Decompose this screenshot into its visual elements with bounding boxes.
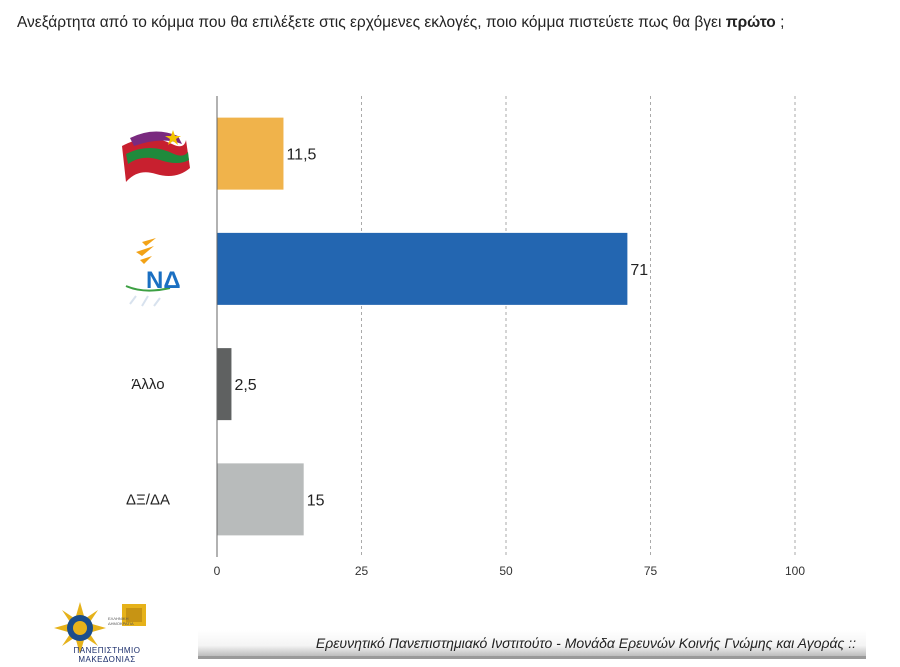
nd-flame-logo: ΝΔ — [125, 238, 181, 307]
footer-bar: Ερευνητικό Πανεπιστημιακό Ινστιτούτο - Μ… — [198, 630, 866, 659]
value-label: 71 — [630, 262, 648, 279]
question-emphasis: πρώτο — [725, 14, 776, 31]
question-text: Ανεξάρτητα από το κόμμα που θα επιλέξετε… — [17, 14, 726, 31]
category-labels: Άλλο ΔΞ/ΔΑ — [126, 376, 170, 508]
value-label: 15 — [307, 492, 325, 509]
category-label: ΔΞ/ΔΑ — [126, 491, 170, 508]
nd-logo-text: ΝΔ — [146, 267, 181, 294]
x-tick-label: 100 — [785, 564, 805, 578]
survey-question: Ανεξάρτητα από το κόμμα που θα επιλέξετε… — [17, 14, 887, 32]
value-label: 11,5 — [286, 147, 316, 164]
category-label: Άλλο — [131, 376, 164, 393]
x-axis-ticks: 0 25 50 75 100 — [214, 564, 806, 578]
value-label: 2,5 — [234, 377, 256, 394]
bar-chart: 0 25 50 75 100 11,5 71 2,5 15 Άλλο ΔΞ/ΔΑ ΝΔ — [122, 96, 806, 578]
grid-lines — [361, 96, 796, 557]
bars — [217, 117, 628, 536]
x-tick-label: 0 — [214, 564, 221, 578]
syriza-flag-logo — [122, 130, 190, 182]
bar-1 — [217, 117, 284, 190]
institute-name: Ερευνητικό Πανεπιστημιακό Ινστιτούτο - Μ… — [315, 635, 856, 651]
bar-3 — [217, 348, 232, 421]
x-tick-label: 25 — [355, 564, 369, 578]
university-logo — [52, 600, 162, 662]
x-tick-label: 50 — [499, 564, 513, 578]
university-name: ΠΑΝΕΠΙΣΤΗΜΙΟ ΜΑΚΕΔΟΝΙΑΣ — [73, 646, 141, 664]
bar-2 — [217, 232, 628, 305]
value-labels: 11,5 71 2,5 15 — [234, 147, 648, 510]
question-end: ; — [775, 14, 785, 31]
university-emblem-icon — [54, 602, 146, 654]
x-tick-label: 75 — [644, 564, 658, 578]
university-subtitle: ΕΛΛΗΝΙΚΗ ΔΗΜΟΚΡΑΤΙΑ — [108, 616, 134, 626]
bar-4 — [217, 463, 304, 536]
